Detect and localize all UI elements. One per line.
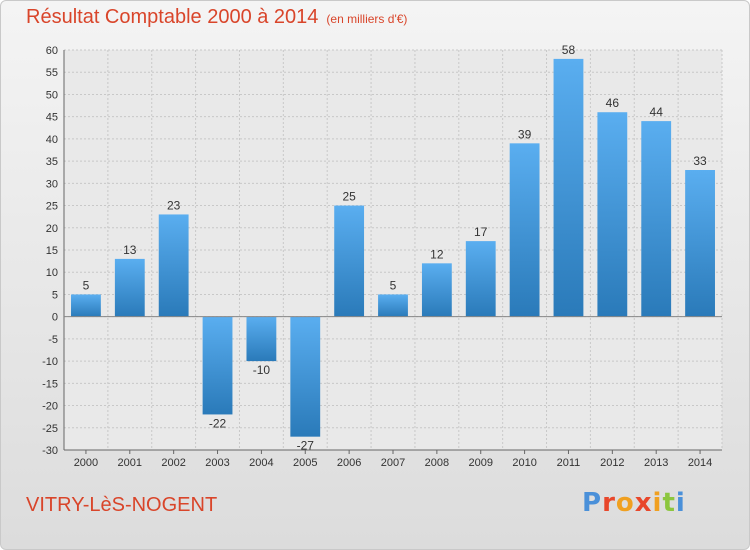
logo-letter: P	[582, 488, 603, 518]
y-tick-label: -20	[42, 401, 58, 413]
y-tick-label: 15	[46, 245, 58, 257]
logo-letter: o	[615, 488, 635, 518]
y-tick-label: -30	[42, 445, 58, 457]
bar	[641, 121, 672, 317]
chart-title: Résultat Comptable 2000 à 2014	[26, 6, 319, 28]
y-tick-label: 45	[46, 112, 58, 124]
data-label: -22	[209, 416, 227, 430]
logo-letter: t	[662, 488, 676, 518]
chart-subtitle: (en milliers d'€)	[326, 12, 408, 26]
data-label: 44	[650, 105, 664, 119]
bar	[509, 143, 540, 317]
data-label: -10	[253, 363, 271, 377]
y-tick-label: 0	[52, 312, 58, 324]
bar	[553, 58, 584, 317]
logo-letter: i	[652, 488, 663, 518]
bar	[202, 316, 233, 415]
y-tick-label: 5	[52, 289, 58, 301]
x-tick-label: 2009	[468, 457, 492, 469]
x-tick-label: 2013	[644, 457, 668, 469]
x-tick-label: 2001	[118, 457, 142, 469]
data-label: 25	[342, 190, 356, 204]
bar	[685, 170, 715, 317]
data-label: 17	[474, 225, 488, 239]
proxiti-logo[interactable]: Proxiti	[582, 488, 686, 518]
y-tick-label: 40	[46, 134, 58, 146]
bar	[378, 294, 408, 317]
bar	[597, 112, 628, 317]
x-tick-label: 2012	[600, 457, 624, 469]
data-label: 33	[693, 154, 707, 168]
data-label: 46	[606, 96, 620, 110]
logo-letter: r	[602, 488, 616, 518]
data-label: 5	[83, 278, 90, 292]
y-tick-label: -10	[42, 356, 58, 368]
bar	[246, 316, 277, 362]
y-tick-label: 20	[46, 223, 58, 235]
x-tick-label: 2008	[425, 457, 449, 469]
data-label: 58	[562, 43, 576, 57]
logo-letter: x	[634, 488, 653, 518]
y-tick-label: 55	[46, 67, 58, 79]
x-tick-label: 2004	[249, 457, 273, 469]
bar	[290, 316, 321, 437]
x-tick-label: 2005	[293, 457, 317, 469]
bar	[421, 263, 452, 317]
y-tick-label: 35	[46, 156, 58, 168]
y-tick-label: 10	[46, 267, 58, 279]
x-tick-label: 2006	[337, 457, 361, 469]
commune-name: VITRY-LèS-NOGENT	[26, 494, 218, 516]
y-tick-label: -15	[42, 378, 58, 390]
y-tick-label: 30	[46, 178, 58, 190]
data-label: 5	[390, 278, 397, 292]
x-tick-label: 2002	[161, 457, 185, 469]
y-tick-label: -5	[48, 334, 58, 346]
y-tick-label: -25	[42, 423, 58, 435]
bar	[158, 214, 189, 317]
x-tick-label: 2000	[74, 457, 98, 469]
data-label: 23	[167, 198, 181, 212]
y-tick-label: 25	[46, 201, 58, 213]
x-tick-label: 2010	[512, 457, 536, 469]
data-label: 12	[430, 247, 444, 261]
y-tick-label: 50	[46, 89, 58, 101]
chart-title-block: Résultat Comptable 2000 à 2014 (en millie…	[26, 6, 407, 29]
x-tick-label: 2011	[557, 457, 581, 469]
data-label: 13	[123, 243, 137, 257]
data-label: -27	[297, 439, 315, 453]
x-tick-label: 2014	[688, 457, 712, 469]
logo-letter: i	[675, 488, 686, 518]
bar	[71, 294, 101, 317]
y-tick-label: 60	[46, 45, 58, 57]
bar	[334, 205, 365, 317]
x-tick-label: 2007	[381, 457, 405, 469]
bar	[465, 241, 496, 317]
bar	[114, 258, 145, 317]
data-label: 39	[518, 127, 532, 141]
x-tick-label: 2003	[205, 457, 229, 469]
